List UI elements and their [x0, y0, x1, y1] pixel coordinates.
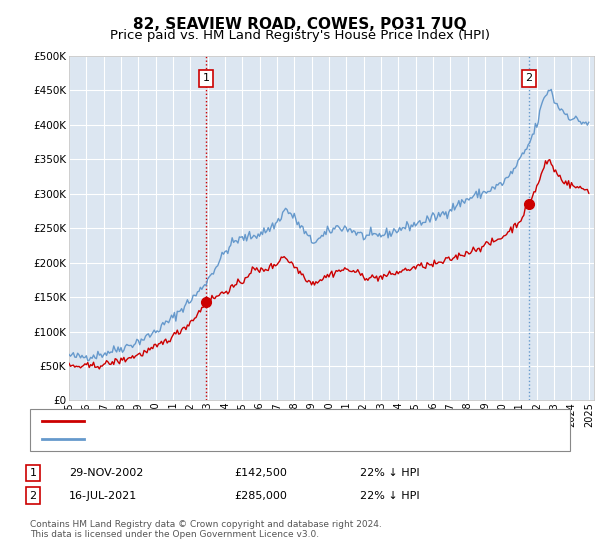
- Text: 82, SEAVIEW ROAD, COWES, PO31 7UQ (detached house): 82, SEAVIEW ROAD, COWES, PO31 7UQ (detac…: [93, 416, 415, 426]
- Text: 2: 2: [525, 73, 532, 83]
- Text: Contains HM Land Registry data © Crown copyright and database right 2024.
This d: Contains HM Land Registry data © Crown c…: [30, 520, 382, 539]
- Text: 2: 2: [29, 491, 37, 501]
- Text: 22% ↓ HPI: 22% ↓ HPI: [360, 491, 419, 501]
- Text: HPI: Average price, detached house, Isle of Wight: HPI: Average price, detached house, Isle…: [93, 434, 368, 444]
- Text: 16-JUL-2021: 16-JUL-2021: [69, 491, 137, 501]
- Text: 22% ↓ HPI: 22% ↓ HPI: [360, 468, 419, 478]
- Text: 29-NOV-2002: 29-NOV-2002: [69, 468, 143, 478]
- Text: 1: 1: [203, 73, 210, 83]
- Text: 1: 1: [29, 468, 37, 478]
- Text: £285,000: £285,000: [234, 491, 287, 501]
- Text: 82, SEAVIEW ROAD, COWES, PO31 7UQ: 82, SEAVIEW ROAD, COWES, PO31 7UQ: [133, 17, 467, 31]
- Text: £142,500: £142,500: [234, 468, 287, 478]
- Text: Price paid vs. HM Land Registry's House Price Index (HPI): Price paid vs. HM Land Registry's House …: [110, 29, 490, 43]
